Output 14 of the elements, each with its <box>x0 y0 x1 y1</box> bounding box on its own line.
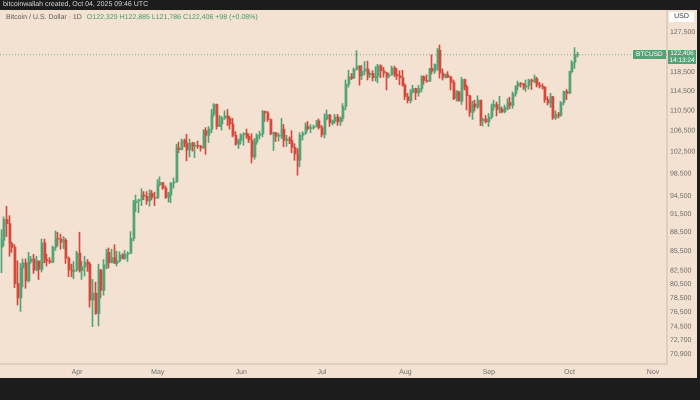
candlestick <box>92 279 94 328</box>
candlestick <box>194 142 196 158</box>
candlestick <box>524 80 528 92</box>
candlestick <box>566 89 568 100</box>
candlestick <box>154 192 156 206</box>
candlestick <box>430 54 434 74</box>
candlestick <box>310 124 312 134</box>
candlestick <box>196 140 200 149</box>
candlestick <box>398 70 402 86</box>
candlestick <box>530 78 534 90</box>
candlestick <box>286 134 288 147</box>
candlestick <box>242 132 246 146</box>
candlestick <box>84 256 86 276</box>
candlestick <box>60 234 62 250</box>
